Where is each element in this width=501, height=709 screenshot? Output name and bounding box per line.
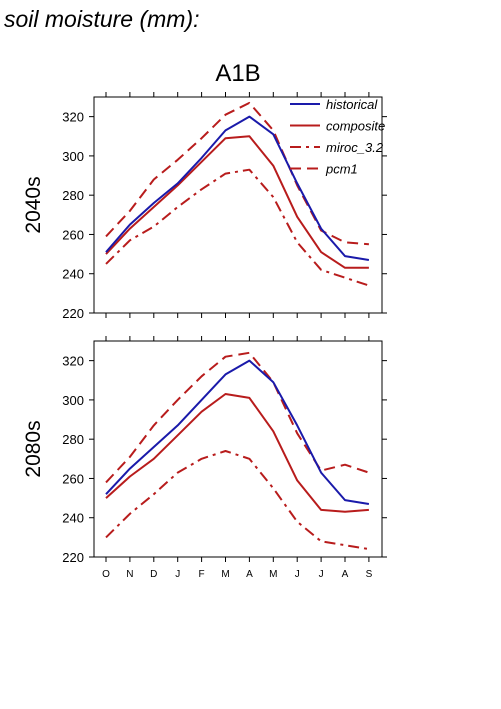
y-tick-label: 320 (62, 354, 84, 369)
y-tick-label: 260 (62, 227, 84, 242)
y-tick-label: 320 (62, 110, 84, 125)
legend-label: miroc_3.2 (326, 140, 384, 155)
series-line-historical (105, 359, 370, 505)
x-tick-label: A (246, 569, 253, 580)
legend: historical composite miroc_3.2 pcm1 (290, 97, 385, 177)
y-tick-label: 220 (62, 306, 84, 321)
legend-label: pcm1 (325, 162, 358, 177)
y-tick-label: 300 (62, 149, 84, 164)
x-tick-label: M (221, 569, 229, 580)
y-tick-label: 260 (62, 471, 84, 486)
row-label: 2040s (22, 176, 45, 233)
panel-2040s: 220 240 260 280 300 320 2040s historical composi… (22, 92, 387, 321)
x-tick-label: J (319, 569, 324, 580)
x-tick-label: N (126, 569, 133, 580)
y-tick-label: 240 (62, 511, 84, 526)
y-tick-label: 280 (62, 188, 84, 203)
x-tick-label: F (199, 569, 205, 580)
legend-label: composite (326, 119, 385, 134)
series-line-miroc-3-2 (105, 450, 370, 551)
y-tick-label: 220 (62, 550, 84, 565)
series-line-composite (105, 135, 369, 269)
y-tick-label: 280 (62, 432, 84, 447)
series-line-pcm1 (105, 351, 370, 484)
scenario-title: A1B (215, 60, 260, 87)
x-tick-label: J (175, 569, 180, 580)
page-title: soil moisture (mm): (4, 6, 200, 32)
row-label: 2080s (22, 420, 45, 477)
series-line-miroc-3-2 (105, 168, 370, 287)
x-tick-label: S (366, 569, 373, 580)
x-tick-label: J (295, 569, 300, 580)
series-line-historical (105, 115, 370, 261)
x-tick-label: O (102, 569, 110, 580)
legend-label: historical (326, 97, 378, 112)
chart-panels: 220 240 260 280 300 320 2040s historical composi… (22, 92, 387, 580)
series-line-composite (105, 393, 369, 513)
x-tick-label: A (342, 569, 349, 580)
y-tick-label: 240 (62, 267, 84, 282)
x-tick-label: D (150, 569, 157, 580)
panel-2080s: 220 240 260 280 300 320 O N D J F M A M J J A S 2080s (22, 336, 387, 580)
plot-frame (93, 340, 383, 558)
y-tick-label: 300 (62, 393, 84, 408)
plot-frame (93, 96, 383, 314)
x-tick-label: M (269, 569, 277, 580)
